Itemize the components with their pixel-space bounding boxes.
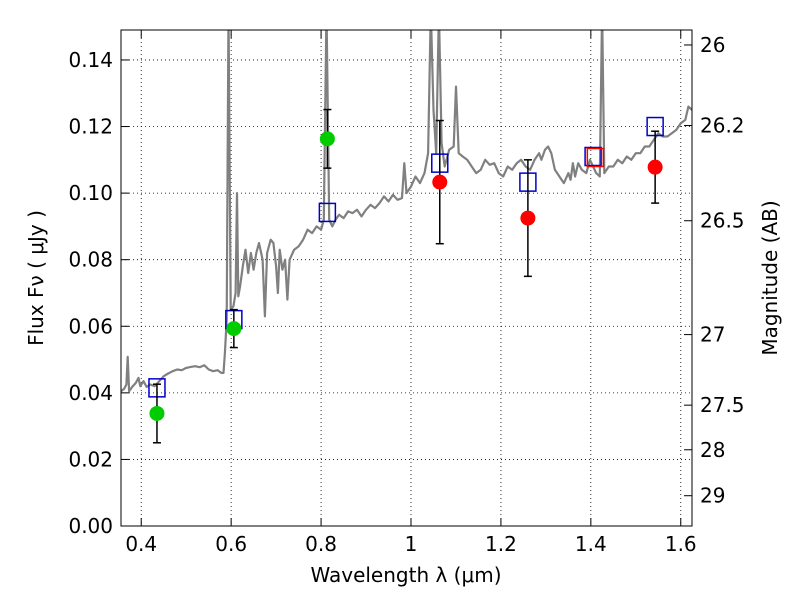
x-tick-label: 0.4 (125, 532, 157, 556)
x-tick-label: 1 (405, 532, 418, 556)
x-tick-label: 0.6 (215, 532, 247, 556)
model-photometry-square (318, 202, 337, 223)
observed-flux-point (520, 210, 536, 226)
observed-flux-point (226, 321, 242, 337)
x-tick-label: 1.6 (665, 532, 697, 556)
tick-labels: 0.4 0.6 0.8 1 1.2 1.4 1.6 0.00 0.02 0.04 0.06 0.08 0… (68, 33, 744, 556)
plot-frame (120, 29, 693, 527)
observed-flux-point (319, 131, 335, 147)
y-axis-label: Flux Fν ( μJy ) (24, 210, 48, 346)
y2-tick-label: 27.5 (700, 393, 745, 417)
observed-flux-point (432, 174, 448, 190)
observed-flux-point (149, 405, 165, 421)
data-layer (121, 30, 692, 444)
x-axis-label: Wavelength λ (μm) (310, 563, 501, 587)
y-tick-label: 0.12 (68, 115, 113, 139)
y-tick-label: 0.06 (68, 314, 113, 338)
y2-tick-label: 26.2 (700, 114, 745, 138)
y-tick-label: 0.10 (68, 181, 113, 205)
model-photometry-square (584, 146, 602, 167)
y-tick-label: 0.14 (68, 48, 113, 72)
ticks (121, 30, 692, 527)
x-tick-label: 1.2 (485, 532, 517, 556)
y2-tick-label: 26 (700, 33, 725, 57)
model-photometry-square (586, 147, 605, 168)
y2-axis-label: Magnitude (AB) (758, 200, 782, 355)
y2-tick-label: 26.5 (700, 209, 745, 233)
y2-tick-label: 29 (700, 484, 725, 508)
y-tick-label: 0.08 (68, 248, 113, 272)
x-tick-label: 1.4 (575, 532, 607, 556)
observed-flux-point (647, 159, 663, 175)
model-spectrum-line (121, 30, 692, 393)
x-tick-label: 0.8 (305, 532, 337, 556)
y-tick-label: 0.02 (68, 447, 113, 471)
y2-tick-label: 28 (700, 438, 725, 462)
y-tick-label: 0.04 (68, 381, 113, 405)
y-tick-label: 0.00 (68, 514, 113, 538)
y2-tick-label: 27 (700, 323, 725, 347)
